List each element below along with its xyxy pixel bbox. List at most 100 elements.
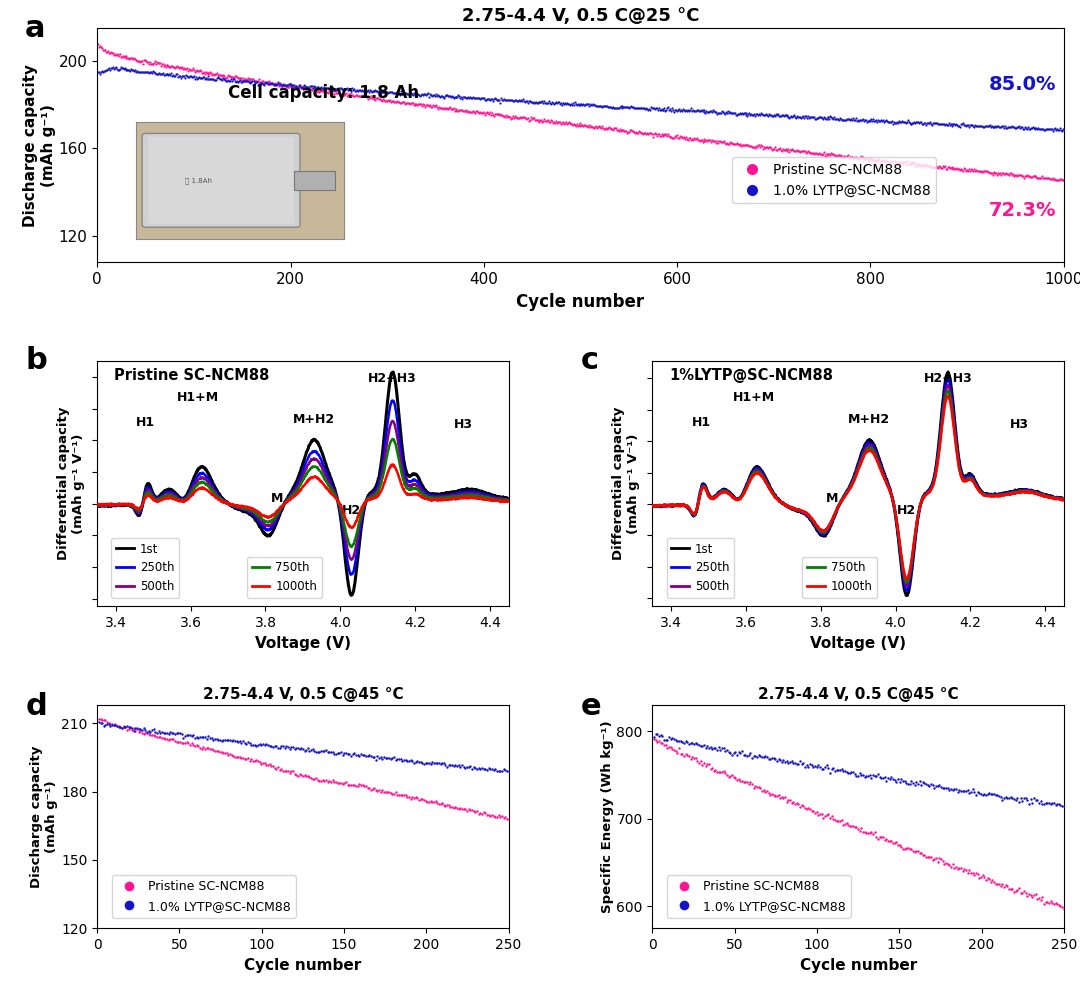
Y-axis label: Differential capacity
(mAh g⁻¹ V⁻¹): Differential capacity (mAh g⁻¹ V⁻¹): [57, 407, 84, 561]
Point: [248, 74, 266, 90]
Point: [801, 802, 819, 818]
Point: [768, 142, 785, 158]
Point: [984, 872, 1001, 888]
Point: [139, 64, 157, 80]
Point: [309, 83, 326, 99]
Point: [170, 59, 187, 75]
Point: [608, 100, 625, 116]
Point: [418, 98, 435, 114]
Point: [494, 809, 511, 825]
Point: [751, 107, 768, 123]
Point: [113, 49, 131, 65]
Point: [1034, 168, 1051, 184]
Point: [866, 824, 883, 840]
Point: [435, 755, 453, 771]
Point: [577, 98, 594, 114]
Point: [131, 64, 148, 80]
Point: [660, 729, 677, 745]
Point: [1053, 172, 1070, 188]
Point: [376, 92, 393, 108]
Point: [419, 98, 436, 114]
Point: [966, 120, 983, 135]
Point: [704, 132, 721, 148]
Point: [208, 71, 226, 87]
Point: [173, 726, 190, 742]
Point: [312, 773, 329, 789]
Point: [797, 109, 814, 124]
Point: [1013, 167, 1030, 183]
Point: [150, 65, 167, 81]
Point: [330, 85, 348, 101]
Point: [985, 874, 1002, 890]
Point: [523, 95, 540, 111]
Text: H2: H2: [342, 504, 361, 517]
Point: [417, 99, 434, 115]
Point: [858, 768, 875, 784]
Point: [706, 104, 724, 120]
Point: [490, 763, 508, 779]
Point: [244, 71, 261, 87]
Point: [819, 109, 836, 124]
Point: [451, 91, 469, 107]
Point: [928, 778, 945, 794]
Point: [309, 744, 326, 760]
Point: [799, 143, 816, 159]
Point: [604, 99, 621, 115]
Point: [343, 777, 361, 793]
Point: [108, 62, 125, 78]
Point: [1048, 122, 1065, 137]
Point: [746, 748, 764, 764]
Point: [315, 773, 333, 789]
Point: [842, 111, 860, 126]
Point: [1042, 121, 1059, 136]
Point: [432, 756, 449, 772]
Point: [278, 738, 295, 754]
Point: [551, 94, 568, 110]
Point: [538, 113, 555, 128]
Point: [535, 113, 552, 128]
Point: [159, 57, 176, 73]
Point: [150, 723, 167, 739]
Point: [203, 741, 220, 757]
Point: [168, 734, 186, 750]
Point: [987, 875, 1004, 891]
Point: [309, 772, 326, 788]
Point: [105, 717, 122, 733]
Point: [562, 97, 579, 113]
Point: [126, 723, 144, 739]
Point: [527, 94, 544, 110]
Point: [111, 719, 129, 735]
Point: [897, 114, 915, 129]
Point: [959, 118, 976, 133]
Point: [341, 87, 359, 103]
Point: [321, 81, 338, 97]
Point: [928, 116, 945, 131]
Point: [872, 154, 889, 170]
Point: [119, 721, 136, 737]
Point: [744, 138, 761, 154]
Point: [602, 121, 619, 136]
Point: [299, 79, 316, 95]
Point: [373, 85, 390, 101]
Point: [881, 833, 899, 849]
Point: [173, 70, 190, 86]
Point: [294, 769, 311, 785]
Point: [92, 39, 109, 55]
Point: [645, 126, 662, 142]
Point: [1007, 167, 1024, 183]
Point: [775, 107, 793, 123]
Point: [187, 730, 204, 746]
Point: [742, 138, 759, 154]
Point: [218, 732, 235, 748]
Point: [580, 120, 597, 135]
Point: [969, 118, 986, 133]
Point: [380, 750, 397, 766]
Point: [551, 114, 568, 129]
Point: [944, 117, 961, 132]
Point: [760, 107, 778, 123]
Point: [829, 147, 847, 163]
Point: [175, 68, 192, 84]
Point: [200, 740, 217, 756]
Point: [174, 59, 191, 75]
Point: [632, 124, 649, 140]
